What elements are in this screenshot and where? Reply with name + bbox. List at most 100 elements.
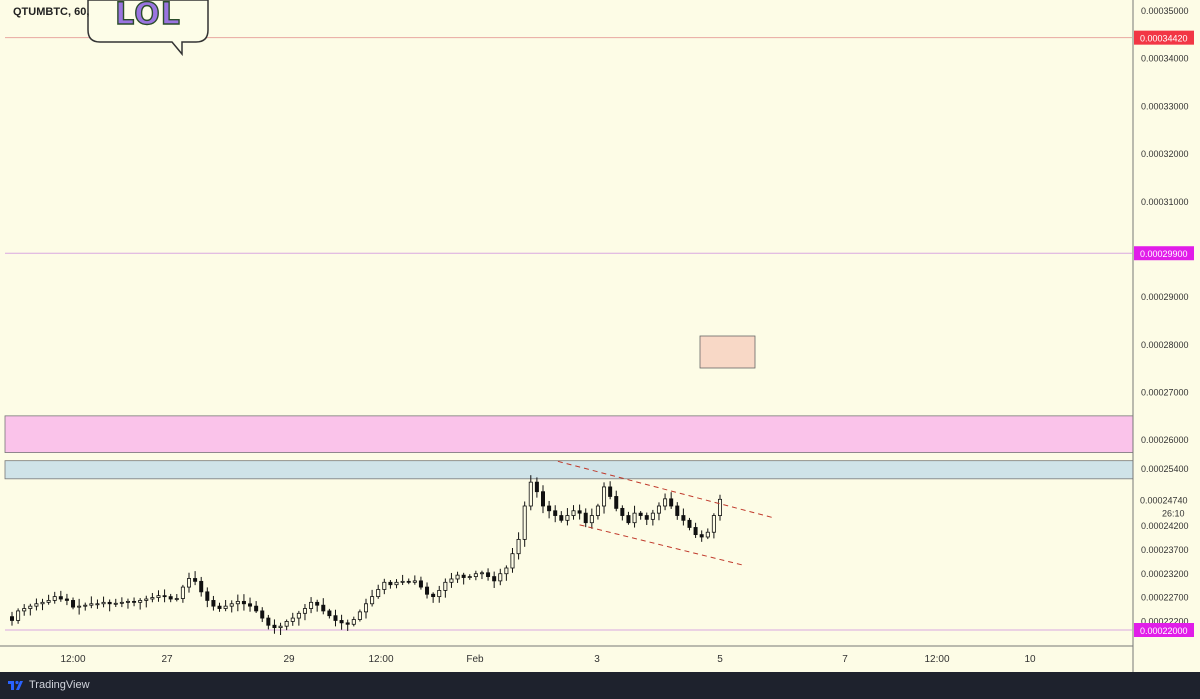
candle [205,587,210,608]
candle [718,494,723,521]
x-tick-label: 12:00 [368,654,393,665]
last-price-marker: 0.00024740 26:10 [1134,491,1194,520]
candle [437,585,442,603]
x-tick-label: 12:00 [924,654,949,665]
candle [455,571,460,583]
resistance-zone-pink [4,415,1134,453]
candle [492,571,497,588]
candle [278,622,283,635]
brand-label: TradingView [29,679,90,691]
candle [71,597,76,610]
candle [223,599,228,612]
candle [339,614,344,630]
candle [284,619,289,631]
candle [363,598,368,619]
candles [9,475,723,635]
candle [144,595,149,608]
candle [614,490,619,512]
candle [327,608,332,619]
y-tick-label: 0.00033000 [1141,101,1189,111]
candle [46,594,51,605]
candle [376,584,381,599]
candle [382,578,387,595]
candle [547,500,552,519]
candle [406,578,411,585]
candle [693,522,698,538]
candle [711,513,716,539]
x-tick-label: 12:00 [60,654,85,665]
candle [229,600,234,613]
lol-sticker-text: LOL [115,0,181,32]
y-tick-label: 0.00023700 [1141,545,1189,555]
candle [83,602,88,611]
candle [498,568,503,586]
candle [486,568,491,581]
candle [388,580,393,589]
candle [565,508,570,526]
candle [687,517,692,531]
candle [16,608,21,624]
candle [101,596,106,608]
candle [64,593,69,606]
price-marker: 0.00022000 [1134,623,1194,637]
candle [620,505,625,521]
candle [345,619,350,631]
channel-upper-line [557,460,773,518]
x-tick-label: 7 [842,654,848,665]
candle [217,602,222,612]
candle [473,570,478,581]
y-tick-label: 0.00024200 [1141,521,1189,531]
candle [650,509,655,526]
candle [675,502,680,520]
price-marker-label: 0.00029900 [1140,249,1188,259]
candle [260,607,265,623]
candle [162,589,167,603]
candle [681,508,686,526]
symbol-title[interactable]: QTUMBTC, 60, [13,6,90,18]
candle [113,598,118,608]
y-tick-label: 0.00027000 [1141,388,1189,398]
y-tick-label: 0.00032000 [1141,149,1189,159]
candle [138,598,143,610]
candle [632,505,637,528]
candle [479,570,484,580]
candle [449,572,454,588]
x-tick-label: 5 [717,654,723,665]
candle [315,599,320,612]
candle [583,508,588,528]
target-box-orange [699,335,756,369]
x-tick-label: 10 [1024,654,1036,665]
candle [534,477,539,498]
candle [248,597,253,612]
tradingview-brand[interactable]: TradingView [8,678,90,692]
candle [211,595,216,611]
candle [266,614,271,630]
candle [107,599,112,612]
candle [595,503,600,520]
candle [461,572,466,585]
candle [125,598,130,609]
price-marker: 0.00034420 [1134,30,1194,45]
candle [28,603,33,616]
tradingview-logo-icon [8,680,23,690]
price-axis[interactable]: 0.00035000 0.00034000 0.00033000 0.00032000… [1141,6,1189,626]
price-chart[interactable]: 0.00035000 0.00034000 0.00033000 0.00032000… [0,0,1200,672]
candle [193,571,198,586]
price-marker: 0.00029900 [1134,246,1194,261]
candle [235,594,240,612]
y-tick-label: 0.00025400 [1141,464,1189,474]
candle [95,599,100,609]
chart-background [0,0,1200,672]
time-axis[interactable]: 12:00 27 29 12:00 Feb 3 5 7 12:00 10 [60,654,1036,665]
candle [254,601,259,613]
candle [418,576,423,590]
candle [644,512,649,526]
candle [577,504,582,520]
last-price-label: 0.00024740 [1140,495,1188,505]
candle [425,582,430,599]
candle [156,590,161,602]
y-tick-label: 0.00023200 [1141,569,1189,579]
candle [40,598,45,611]
candle [504,565,509,581]
candle [22,604,27,616]
